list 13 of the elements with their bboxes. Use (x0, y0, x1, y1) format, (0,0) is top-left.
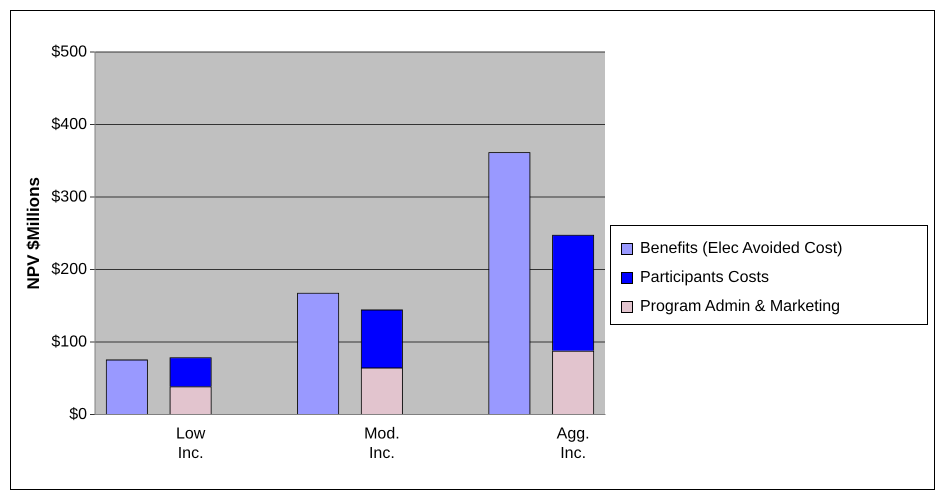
y-tick-label: $0 (69, 406, 88, 424)
y-tick-label: $200 (51, 260, 88, 278)
y-tick-label: $500 (51, 43, 88, 60)
x-tick-label: Mod. Inc. (364, 426, 400, 462)
y-tick-label: $400 (51, 116, 88, 133)
legend-label: Benefits (Elec Avoided Cost) (640, 240, 842, 258)
legend-label: Program Admin & Marketing (640, 298, 840, 316)
y-tick-label: $300 (51, 188, 88, 206)
x-tick-label: Low Inc. (176, 426, 206, 462)
y-tick-label: $100 (51, 333, 88, 350)
y-axis-title: NPV $Millions (24, 177, 43, 290)
x-tick-label: Agg. Inc. (556, 426, 590, 462)
legend-label: Participants Costs (640, 268, 769, 286)
